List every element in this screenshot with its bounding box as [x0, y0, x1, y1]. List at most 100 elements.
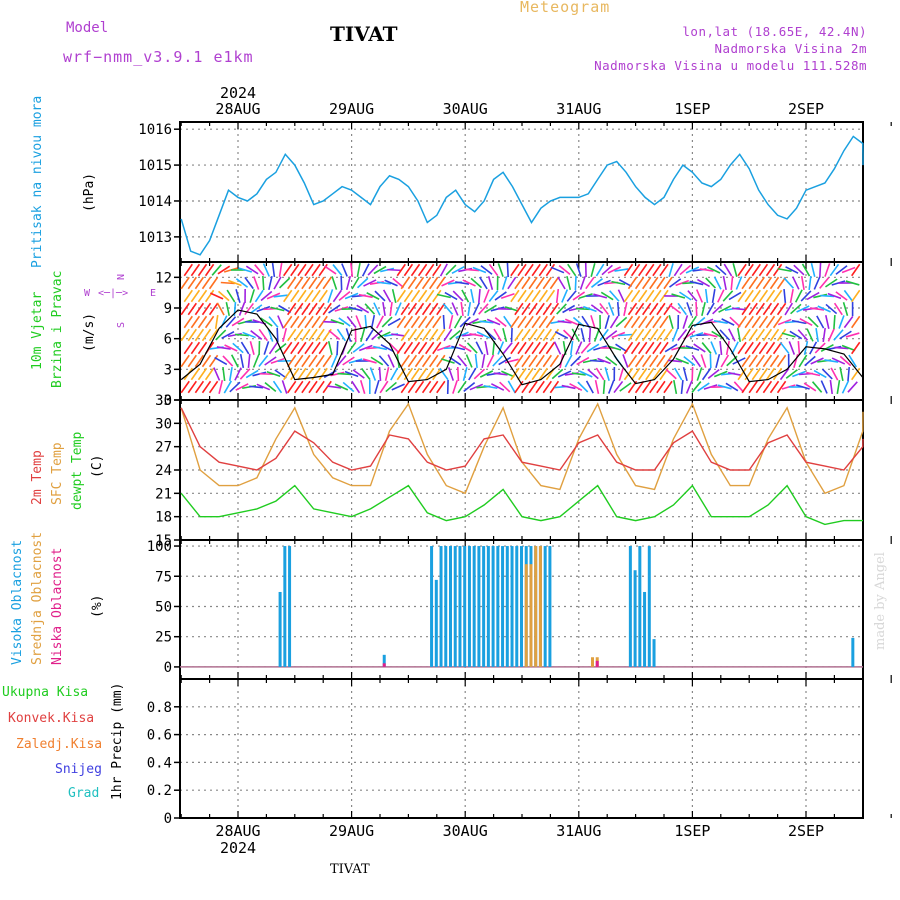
wind-barb: [372, 345, 388, 351]
wind-barb: [549, 354, 560, 368]
wind-barb: [671, 293, 686, 299]
wind-barb: [436, 276, 446, 290]
wind-barb: [683, 356, 696, 366]
wind-barb: [483, 289, 490, 303]
wind-barb: [268, 275, 273, 291]
wind-barb: [264, 356, 277, 366]
wind-barb: [607, 380, 615, 394]
wind-barb: [381, 316, 393, 328]
wind-barb: [417, 289, 428, 303]
date-label-bottom: 1SEP: [674, 822, 710, 840]
wind-barb: [391, 383, 405, 391]
y-tick-label: 27: [155, 440, 172, 456]
model-elevation: Nadmorska Visina u modelu 111.528m: [594, 58, 867, 73]
wind-barb: [731, 341, 739, 355]
wind-barb: [258, 328, 269, 342]
wind-barb: [488, 289, 499, 303]
wind-barb: [502, 342, 513, 354]
wind-barb: [361, 263, 370, 277]
wind-barb: [642, 302, 652, 316]
wind-barb: [615, 316, 628, 328]
wind-barb: [645, 315, 655, 329]
wind-barb: [445, 264, 457, 276]
wind-barb: [748, 354, 758, 368]
wind-barb: [668, 278, 682, 288]
wind-barb: [407, 328, 418, 342]
wind-barb: [208, 302, 219, 316]
wind-barb: [190, 341, 201, 355]
wind-barb: [671, 345, 686, 351]
wind-barb: [664, 343, 678, 353]
wind-barb: [772, 289, 783, 303]
wind-barb: [217, 265, 231, 275]
wind-barb: [714, 370, 728, 378]
high-cloud-bar: [453, 546, 457, 667]
wind-barb: [208, 276, 219, 290]
y-tick-label: 100: [147, 539, 172, 555]
wind-barb: [283, 263, 293, 277]
wind-barb: [400, 354, 410, 368]
wind-barb: [677, 328, 688, 342]
wind-barb: [779, 367, 790, 381]
wind-barb: [524, 341, 534, 355]
wind-barb: [825, 278, 838, 288]
wind-barb: [535, 302, 545, 316]
wind-barb: [498, 356, 512, 366]
wind-barb: [322, 380, 332, 394]
wind-barb: [554, 331, 569, 339]
high-cloud-bar: [288, 546, 292, 667]
wind-barb: [645, 289, 655, 303]
wind-barb: [564, 354, 573, 368]
wind-barb: [755, 354, 765, 368]
year-label-top: 2024: [220, 84, 256, 102]
wind-barb: [642, 276, 652, 290]
wind-barb: [617, 289, 626, 303]
date-label-top: 30AUG: [443, 100, 488, 118]
wind-barb: [506, 262, 509, 278]
wind-barb: [834, 346, 849, 350]
wind-barb: [517, 315, 527, 329]
wind-barb: [304, 263, 314, 277]
wind-barb: [682, 315, 689, 329]
wind-barb: [180, 354, 190, 368]
wind-barb: [590, 315, 596, 329]
wind-barb: [379, 380, 389, 394]
wind-barb: [429, 328, 439, 342]
wind-barb: [765, 341, 776, 355]
wind-barb: [703, 332, 718, 338]
wind-barb: [696, 367, 703, 381]
year-label-bottom: 2024: [220, 839, 256, 857]
high-cloud-bar: [439, 546, 443, 667]
wind-barb: [394, 302, 402, 316]
wind-barb: [336, 328, 346, 342]
wind-barb: [792, 276, 800, 290]
wind-barb: [387, 268, 402, 272]
wind-barb: [493, 328, 502, 342]
wind-barb: [715, 354, 721, 368]
wind-barb: [514, 302, 524, 316]
wind-barb: [421, 328, 432, 342]
wind-barb: [566, 290, 577, 302]
wind-barb: [810, 307, 825, 311]
wind-barb: [663, 328, 673, 342]
wind-barb: [737, 341, 747, 355]
wind-barb: [569, 340, 574, 356]
wind-barb: [755, 276, 765, 290]
wind-barb: [204, 289, 215, 303]
wind-barb: [407, 354, 418, 368]
wind-barb: [538, 289, 548, 303]
wind-barb: [652, 289, 662, 303]
wind-barb: [318, 289, 328, 303]
wind-barb: [755, 302, 765, 316]
wind-barb: [223, 267, 238, 273]
footer-station: TIVAT: [330, 862, 370, 877]
wind-barb: [634, 354, 645, 368]
wind-barb: [725, 382, 739, 392]
wind-barb: [287, 302, 297, 316]
wind-barb: [429, 354, 439, 368]
wind-barb: [668, 315, 674, 329]
y-tick-label: 33: [155, 393, 172, 409]
y-tick-label: 21: [155, 486, 172, 502]
wind-barb: [323, 320, 338, 324]
wind-barb: [492, 340, 496, 356]
